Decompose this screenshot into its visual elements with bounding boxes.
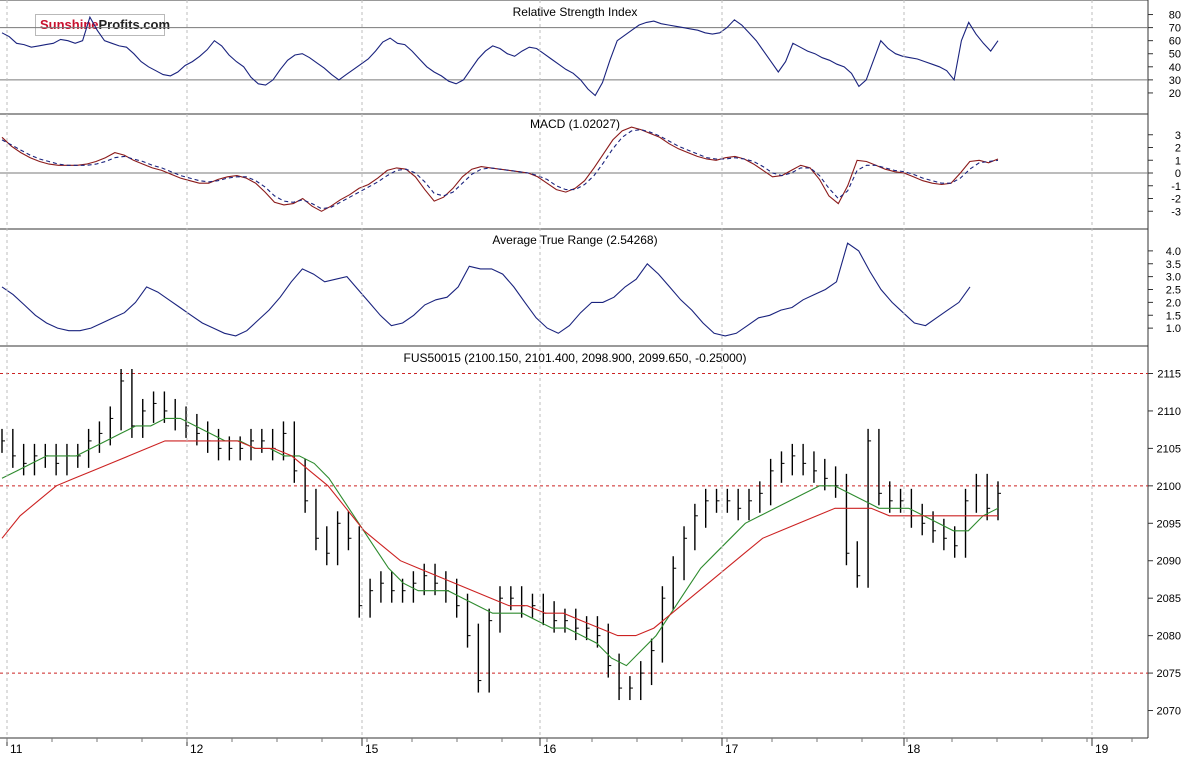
y-tick-label: 2115	[1157, 368, 1181, 380]
x-tick-label: 19	[1095, 742, 1109, 756]
y-tick-label: 3.5	[1166, 259, 1181, 271]
price-pane: 2115 2110 2105 2100 2095 2090 2085 2080 2075 2070	[0, 368, 1181, 718]
chart-frame	[0, 0, 1149, 739]
y-tick-label: 2.0	[1166, 297, 1181, 309]
y-tick-label: -3	[1171, 206, 1181, 218]
atr-pane: 4.03.53.02.52.01.51.0	[1, 242, 1181, 337]
rsi-title: Relative Strength Index	[513, 5, 638, 19]
y-tick-label: 2090	[1157, 556, 1181, 568]
x-tick-label: 18	[907, 742, 921, 756]
y-tick-label: -1	[1171, 181, 1181, 193]
macd-title: MACD (1.02027)	[530, 117, 620, 131]
pane-titles: Relative Strength Index MACD (1.02027) A…	[404, 5, 747, 365]
y-tick-label: 80	[1169, 10, 1181, 22]
slow-moving-average-line	[1, 440, 998, 637]
y-tick-label: 2	[1175, 143, 1181, 155]
y-tick-label: 2075	[1157, 668, 1181, 680]
y-tick-label: 2105	[1157, 443, 1181, 455]
x-tick-label: 12	[190, 742, 204, 756]
y-tick-label: 2085	[1157, 593, 1181, 605]
y-tick-label: 3	[1175, 130, 1181, 142]
atr-line	[1, 242, 971, 337]
y-tick-label: 0	[1175, 168, 1181, 180]
y-tick-label: 2095	[1157, 518, 1181, 530]
macd-signal-line	[1, 129, 999, 210]
y-tick-label: 2.5	[1166, 285, 1181, 297]
price-title: FUS50015 (2100.150, 2101.400, 2098.900, …	[404, 351, 747, 365]
y-tick-label: 30	[1169, 75, 1181, 87]
x-tick-label: 17	[725, 742, 739, 756]
rsi-line	[1, 15, 999, 97]
y-tick-label: 1	[1175, 155, 1181, 167]
x-tick-label: 15	[365, 742, 379, 756]
x-axis: 11 12 15 16 17 18 19	[6, 0, 1133, 756]
fast-moving-average-line	[1, 417, 999, 667]
y-tick-label: 60	[1169, 36, 1181, 48]
x-tick-label: 16	[543, 742, 557, 756]
x-tick-label: 11	[10, 742, 23, 756]
y-tick-label: 2100	[1157, 481, 1181, 493]
y-tick-label: -2	[1171, 194, 1181, 206]
y-tick-label: 20	[1169, 88, 1181, 100]
y-tick-label: 70	[1169, 23, 1181, 35]
y-tick-label: 2070	[1157, 706, 1181, 718]
y-tick-label: 4.0	[1166, 246, 1181, 258]
y-tick-label: 2080	[1157, 631, 1181, 643]
y-tick-label: 1.0	[1166, 323, 1181, 335]
y-tick-label: 50	[1169, 49, 1181, 61]
y-tick-label: 1.5	[1166, 310, 1181, 322]
sunshine-profits-logo: SunshineProfits.com	[35, 14, 170, 36]
y-tick-label: 2110	[1157, 406, 1181, 418]
y-tick-label: 3.0	[1166, 272, 1181, 284]
atr-title: Average True Range (2.54268)	[492, 233, 657, 247]
y-tick-label: 40	[1169, 62, 1181, 74]
